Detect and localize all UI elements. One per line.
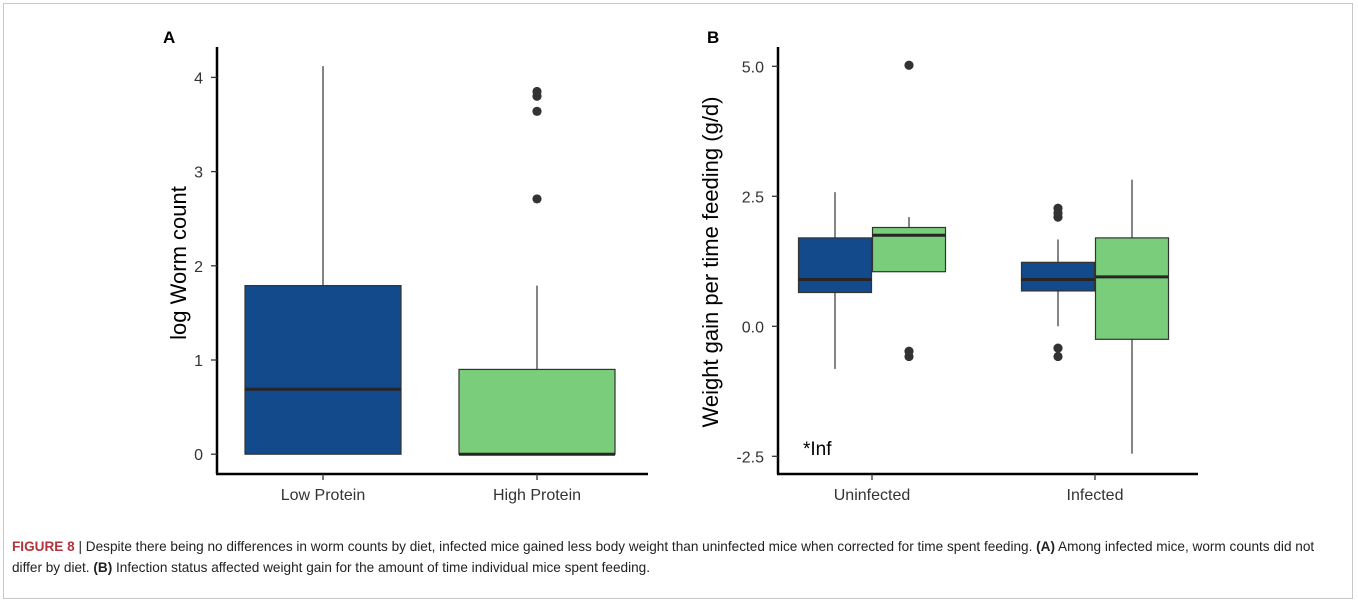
y-tick-label: 0	[194, 447, 203, 464]
caption-b-label: (B)	[93, 560, 113, 575]
box-body	[797, 237, 873, 294]
box-body	[1094, 237, 1170, 340]
box-high-protein	[458, 86, 616, 456]
outlier-point	[1053, 351, 1063, 362]
x-tick-label: Uninfected	[834, 487, 911, 504]
caption-text: Despite there being no differences in wo…	[85, 539, 1037, 554]
box-body	[244, 284, 402, 455]
panel-label: B	[707, 28, 719, 47]
y-tick-label: 1	[194, 353, 203, 370]
caption-figure-label: FIGURE 8	[12, 539, 75, 554]
panel-label: A	[163, 28, 175, 47]
box-infected	[1094, 179, 1170, 454]
caption-separator: |	[74, 539, 86, 554]
outlier-point	[904, 60, 914, 70]
outlier-point	[532, 86, 542, 97]
x-tick-label: High Protein	[493, 487, 581, 504]
box-body	[458, 368, 616, 455]
y-tick-label: 3	[194, 165, 203, 182]
significance-annotation: *Inf	[803, 439, 832, 460]
outlier-point	[532, 106, 542, 116]
box-infected	[1020, 203, 1096, 362]
outlier-point	[1053, 212, 1063, 222]
y-tick-label: 2	[194, 259, 203, 276]
box-uninfected	[797, 192, 873, 369]
y-tick-label: 2.5	[742, 189, 764, 206]
x-tick-label: Low Protein	[281, 487, 366, 504]
figure-caption: FIGURE 8 | Despite there being no differ…	[12, 536, 1347, 578]
y-tick-label: 5.0	[742, 59, 764, 76]
box-low-protein	[244, 66, 402, 455]
outlier-point	[1053, 343, 1063, 353]
caption-a-label: (A)	[1036, 539, 1056, 554]
y-tick-label: 0.0	[742, 319, 764, 336]
box-uninfected	[871, 60, 947, 362]
box-body	[1020, 261, 1096, 292]
panel-b: B Weight gain per time feeding (g/d) -2.5 0…	[698, 28, 1198, 504]
caption-b-text: Infection status affected weight gain fo…	[112, 560, 651, 575]
y-axis-label: Weight gain per time feeding (g/d)	[698, 97, 723, 428]
y-tick-label: 4	[194, 70, 203, 87]
y-tick-label: -2.5	[736, 449, 764, 466]
x-tick-label: Infected	[1067, 487, 1124, 504]
caption-a-text: Among infected mice, worm counts did not…	[12, 539, 1315, 575]
outlier-point	[532, 194, 542, 204]
outlier-point	[904, 351, 914, 362]
y-axis-label: log Worm count	[166, 186, 191, 340]
